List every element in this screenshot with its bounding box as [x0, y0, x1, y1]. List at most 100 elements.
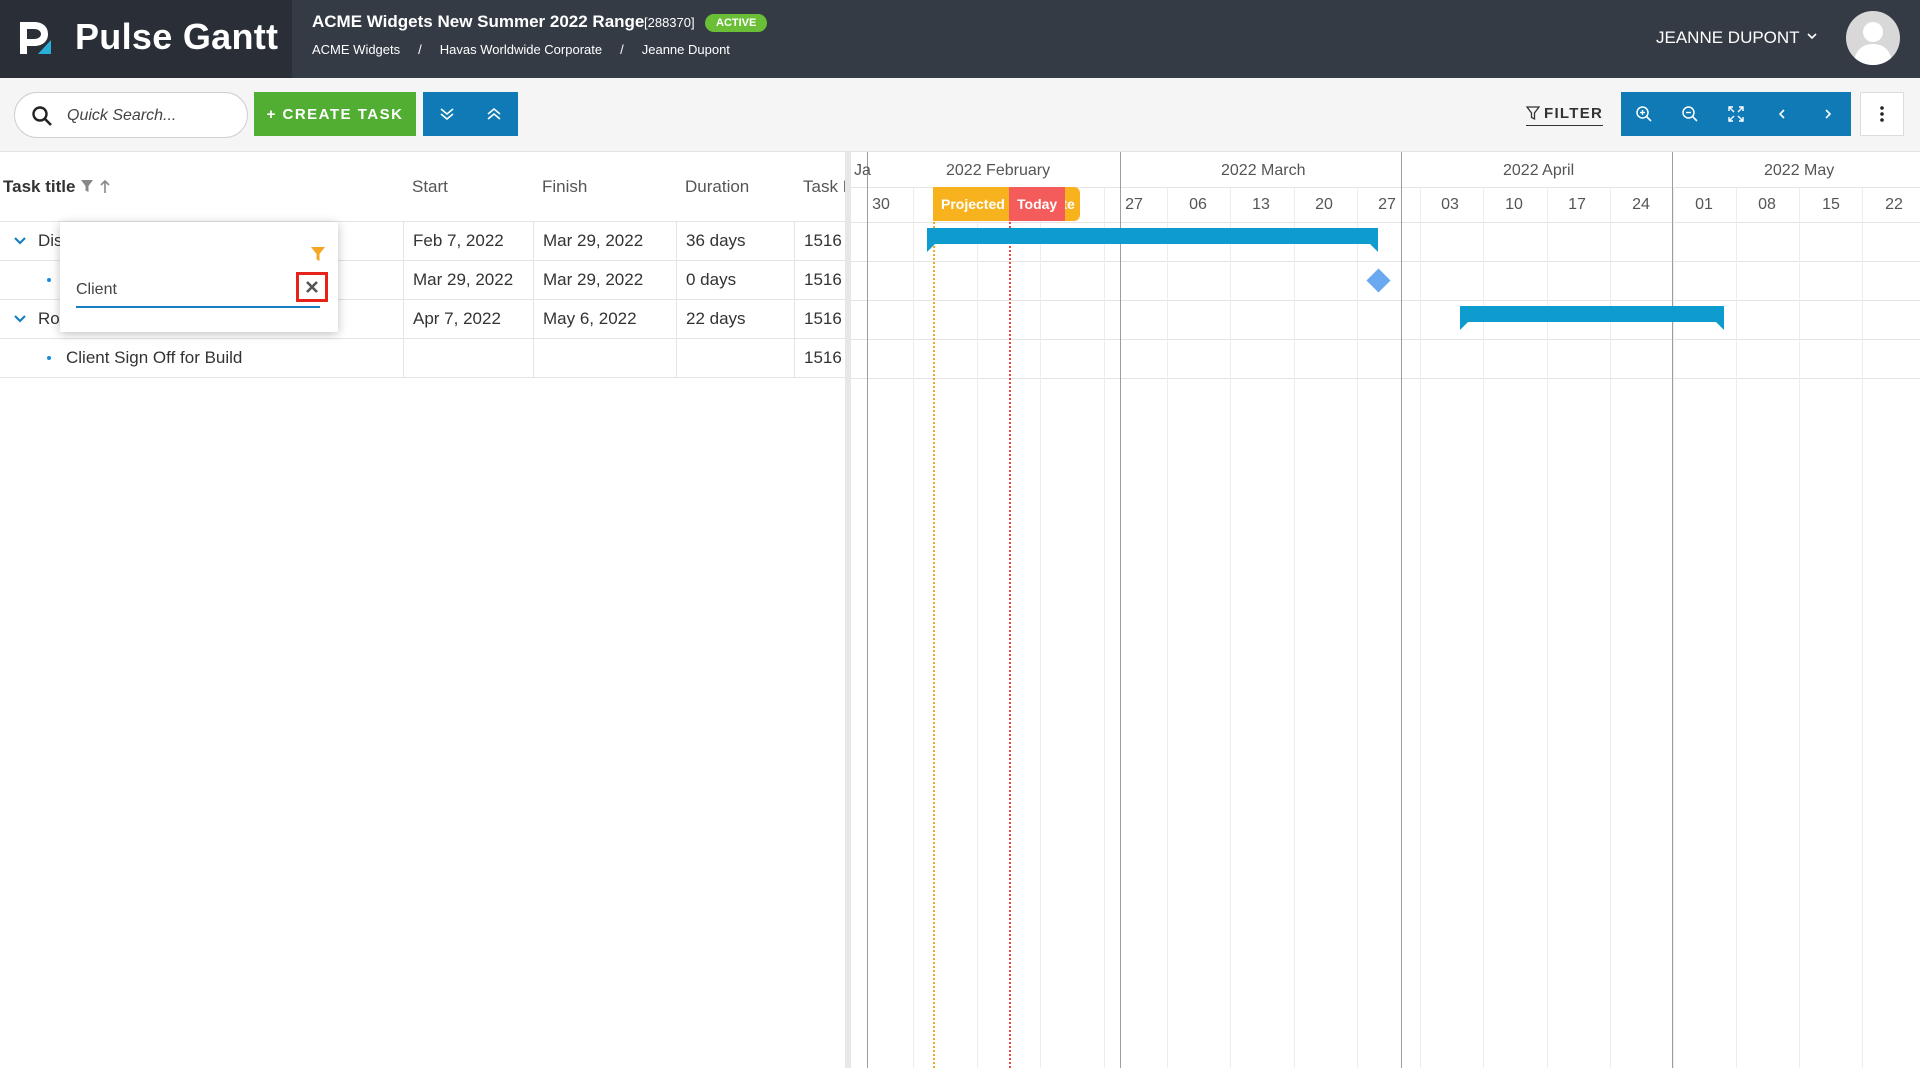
- quick-search[interactable]: [14, 92, 248, 138]
- week-gridline: [913, 187, 914, 1068]
- chevron-right-icon: [1825, 109, 1832, 119]
- create-task-button[interactable]: + CREATE TASK: [254, 92, 416, 136]
- task-title: Dis: [38, 231, 63, 250]
- week-label: 27: [1378, 196, 1396, 213]
- active-filter-icon: [311, 247, 325, 261]
- row-divider: [851, 378, 1920, 379]
- week-label: 08: [1758, 196, 1776, 213]
- column-divider: [403, 222, 404, 378]
- milestone-marker[interactable]: [1366, 268, 1391, 293]
- chevron-down-icon[interactable]: [13, 313, 27, 325]
- panel-splitter[interactable]: [845, 152, 851, 1068]
- top-bar: Pulse Gantt ACME Widgets New Summer 2022…: [0, 0, 1920, 78]
- more-vertical-icon: [1880, 106, 1884, 122]
- task-title: Client Sign Off for Build: [66, 348, 243, 367]
- expand-all-icon: [439, 108, 454, 121]
- scroll-right-button[interactable]: [1805, 92, 1851, 136]
- bar-cap: [1370, 244, 1378, 252]
- scroll-left-button[interactable]: [1759, 92, 1805, 136]
- more-options-button[interactable]: [1860, 92, 1904, 136]
- week-label: 10: [1505, 196, 1523, 213]
- column-filter-icon[interactable]: [80, 179, 94, 194]
- month-label: 2022 March: [1221, 162, 1306, 179]
- breadcrumb-owner[interactable]: Jeanne Dupont: [641, 42, 730, 57]
- column-header-finish[interactable]: Finish: [542, 177, 588, 196]
- breadcrumb-separator: /: [620, 42, 624, 57]
- table-row[interactable]: Client Sign Off for Build 1516: [0, 339, 846, 378]
- week-label: 06: [1189, 196, 1207, 213]
- month-gridline: [1120, 152, 1121, 1068]
- week-label: 15: [1822, 196, 1840, 213]
- chevron-left-icon: [1778, 109, 1785, 119]
- week-label: 30: [872, 196, 890, 213]
- filter-value-input[interactable]: [76, 274, 320, 308]
- task-start: Mar 29, 2022: [413, 270, 514, 289]
- month-gridline: [1672, 152, 1673, 1068]
- collapse-all-button[interactable]: [470, 92, 517, 136]
- filter-button[interactable]: FILTER: [1526, 102, 1604, 126]
- week-gridline: [1673, 187, 1674, 1068]
- zoom-out-button[interactable]: [1667, 92, 1713, 136]
- column-divider: [676, 222, 677, 378]
- row-divider: [851, 300, 1920, 301]
- week-gridline: [1736, 187, 1737, 1068]
- month-gridline: [867, 152, 868, 1068]
- breadcrumb: ACME Widgets / Havas Worldwide Corporate…: [312, 42, 730, 57]
- avatar[interactable]: [1846, 11, 1900, 65]
- expand-all-button[interactable]: [423, 92, 470, 136]
- brand[interactable]: Pulse Gantt: [0, 0, 292, 78]
- summary-bar[interactable]: [1460, 306, 1724, 330]
- fit-icon: [1728, 106, 1744, 122]
- bar-cap: [1460, 322, 1468, 330]
- week-label: 27: [1125, 196, 1143, 213]
- column-header-start[interactable]: Start: [412, 177, 448, 196]
- zoom-controls: [1621, 92, 1851, 136]
- column-header-task-id[interactable]: Task I: [803, 177, 846, 196]
- week-label: 20: [1315, 196, 1333, 213]
- user-menu[interactable]: JEANNE DUPONT: [1656, 28, 1800, 47]
- toolbar: + CREATE TASK FILTER: [0, 78, 1920, 152]
- expand-collapse-group: [423, 92, 518, 136]
- week-gridline: [1167, 187, 1168, 1068]
- task-id: 1516: [804, 348, 842, 367]
- table-row[interactable]: Dis Feb 7, 2022 Mar 29, 2022 36 days 151…: [0, 222, 846, 261]
- chevron-down-icon[interactable]: [13, 235, 27, 247]
- breadcrumb-client[interactable]: ACME Widgets: [312, 42, 401, 57]
- column-header-duration[interactable]: Duration: [685, 177, 750, 196]
- clear-filter-button[interactable]: [296, 272, 328, 302]
- week-label: 17: [1568, 196, 1586, 213]
- gantt-timeline[interactable]: Ja 2022 February 2022 March 2022 April 2…: [851, 152, 1920, 1068]
- table-row[interactable]: Mar 29, 2022 Mar 29, 2022 0 days 1516: [0, 261, 846, 300]
- column-header-task-title[interactable]: Task title: [3, 177, 76, 196]
- brand-name: Pulse Gantt: [75, 16, 279, 57]
- summary-bar[interactable]: [927, 228, 1378, 252]
- sort-ascending-icon[interactable]: [99, 179, 111, 194]
- week-gridline: [1547, 187, 1548, 1068]
- week-gridline: [1357, 187, 1358, 1068]
- today-flag[interactable]: Today: [1009, 187, 1066, 221]
- zoom-out-icon: [1682, 106, 1698, 122]
- task-id: 1516: [804, 231, 842, 250]
- task-duration: 36 days: [686, 231, 746, 250]
- filter-label: FILTER: [1544, 105, 1604, 122]
- status-badge: ACTIVE: [705, 14, 768, 32]
- project-title: ACME Widgets New Summer 2022 Range: [312, 12, 645, 31]
- breadcrumb-company[interactable]: Havas Worldwide Corporate: [439, 42, 603, 57]
- search-input[interactable]: [67, 103, 237, 129]
- fit-to-screen-button[interactable]: [1713, 92, 1759, 136]
- grid-header: Task title Start Finish Duration Task I: [0, 152, 846, 222]
- month-label: 2022 April: [1503, 162, 1575, 179]
- task-finish: Mar 29, 2022: [543, 231, 644, 250]
- task-id: 1516: [804, 309, 842, 328]
- task-id: 1516: [804, 270, 842, 289]
- week-gridline: [1483, 187, 1484, 1068]
- task-start: Apr 7, 2022: [413, 309, 501, 328]
- header-divider: [851, 222, 1920, 223]
- bullet-icon: [47, 278, 51, 282]
- zoom-in-button[interactable]: [1621, 92, 1667, 136]
- task-finish: May 6, 2022: [543, 309, 637, 328]
- today-line: [1009, 187, 1011, 1068]
- week-label: 22: [1885, 196, 1903, 213]
- chevron-down-icon[interactable]: [1806, 30, 1818, 42]
- bar-cap: [1716, 322, 1724, 330]
